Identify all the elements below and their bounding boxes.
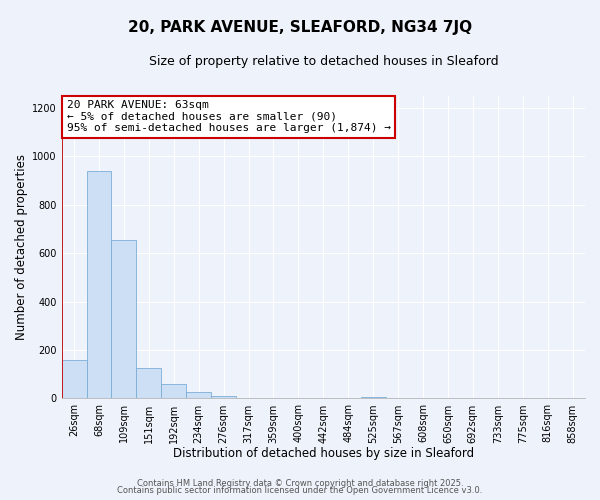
Text: Contains public sector information licensed under the Open Government Licence v3: Contains public sector information licen… [118, 486, 482, 495]
Text: 20, PARK AVENUE, SLEAFORD, NG34 7JQ: 20, PARK AVENUE, SLEAFORD, NG34 7JQ [128, 20, 472, 35]
Text: 20 PARK AVENUE: 63sqm
← 5% of detached houses are smaller (90)
95% of semi-detac: 20 PARK AVENUE: 63sqm ← 5% of detached h… [67, 100, 391, 134]
Y-axis label: Number of detached properties: Number of detached properties [15, 154, 28, 340]
Bar [211, 396, 236, 398]
X-axis label: Distribution of detached houses by size in Sleaford: Distribution of detached houses by size … [173, 447, 474, 460]
Bar [86, 170, 112, 398]
Bar [62, 360, 86, 399]
Title: Size of property relative to detached houses in Sleaford: Size of property relative to detached ho… [149, 55, 498, 68]
Text: Contains HM Land Registry data © Crown copyright and database right 2025.: Contains HM Land Registry data © Crown c… [137, 478, 463, 488]
Bar [136, 368, 161, 398]
Bar [161, 384, 186, 398]
Bar [186, 392, 211, 398]
Bar [112, 240, 136, 398]
Bar [361, 396, 386, 398]
